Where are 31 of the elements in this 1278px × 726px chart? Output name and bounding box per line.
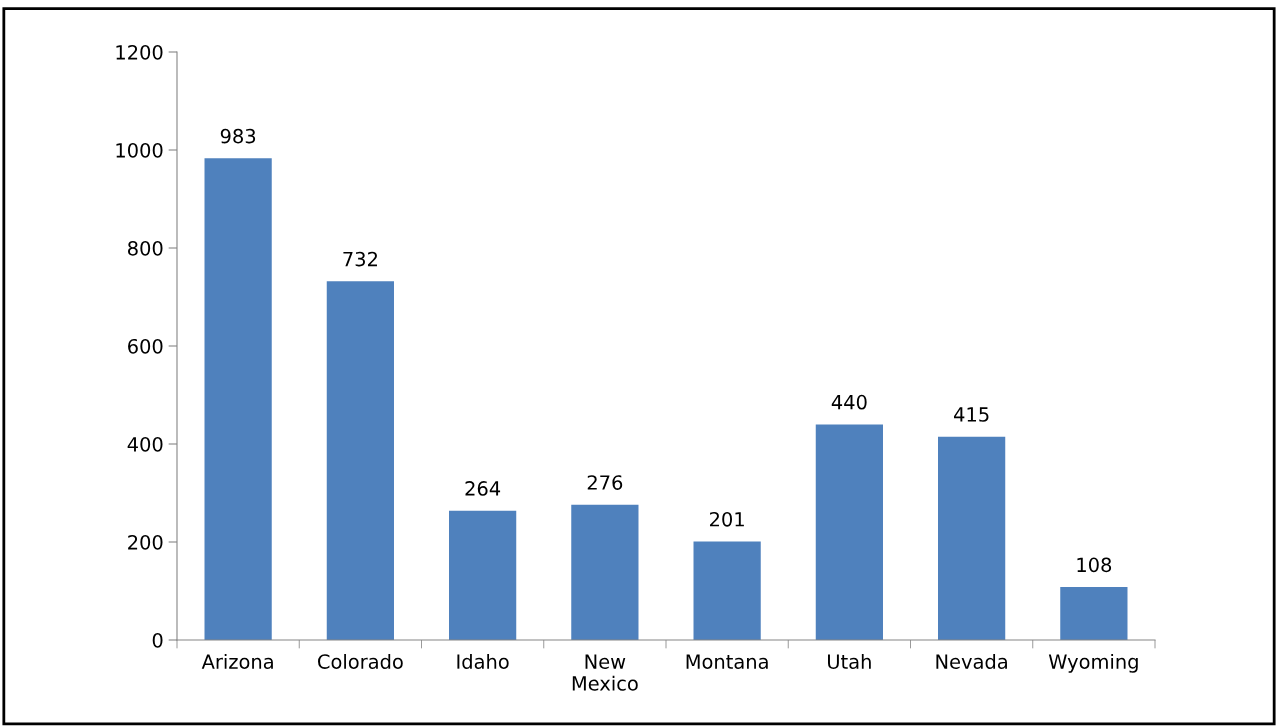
x-tick-label: Idaho bbox=[457, 653, 509, 669]
bar bbox=[1060, 587, 1128, 640]
data-label: 276 bbox=[587, 475, 623, 490]
data-label: 201 bbox=[709, 511, 744, 527]
bar bbox=[815, 424, 883, 640]
x-tick-label: Wyoming bbox=[1048, 653, 1138, 673]
y-tick-label: 1000 bbox=[116, 142, 163, 158]
x-tick-label: Colorado bbox=[318, 653, 403, 669]
y-tick-label: 800 bbox=[128, 240, 163, 256]
x-tick-label: New Mexico bbox=[572, 654, 638, 691]
x-tick-label: Montana bbox=[686, 654, 768, 669]
bar bbox=[326, 281, 394, 640]
data-label: 732 bbox=[343, 251, 377, 267]
bar bbox=[571, 504, 639, 640]
x-tick-label: Utah bbox=[828, 653, 871, 669]
y-tick-label: 0 bbox=[152, 632, 163, 648]
y-tick-label: 1200 bbox=[116, 44, 163, 60]
x-tick-label: Arizona bbox=[201, 653, 273, 669]
bar bbox=[204, 158, 272, 640]
data-label: 415 bbox=[954, 407, 989, 422]
data-label: 983 bbox=[220, 128, 256, 144]
data-label: 440 bbox=[831, 394, 867, 410]
data-label: 264 bbox=[465, 481, 501, 496]
x-tick-label: Nevada bbox=[936, 653, 1007, 669]
y-tick-label: 400 bbox=[127, 436, 163, 452]
data-label: 108 bbox=[1077, 557, 1112, 573]
y-tick-label: 200 bbox=[128, 534, 163, 550]
bar bbox=[449, 510, 517, 640]
bar bbox=[938, 436, 1006, 640]
bar bbox=[693, 541, 761, 640]
y-tick-label: 600 bbox=[128, 338, 163, 354]
